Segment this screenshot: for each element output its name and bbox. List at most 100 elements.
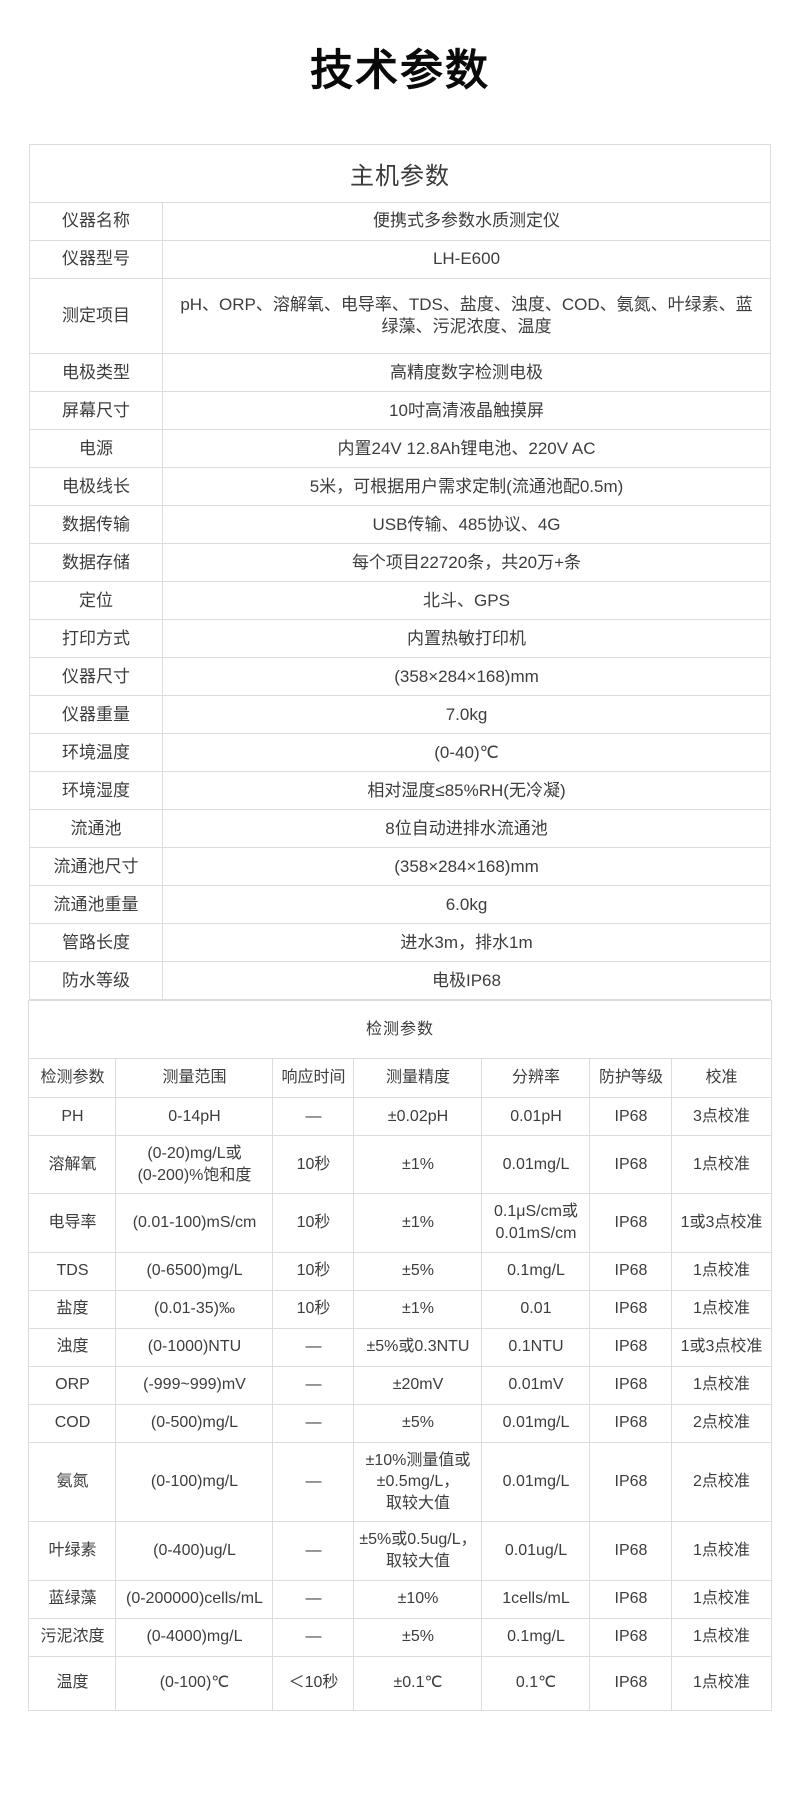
- detect-cell: 1点校准: [671, 1135, 772, 1195]
- detect-cell: 3点校准: [671, 1097, 772, 1137]
- detect-cell: ±5%或0.3NTU: [353, 1327, 483, 1367]
- host-param-value: 6.0kg: [162, 885, 771, 925]
- host-param-label: 电极线长: [29, 467, 163, 507]
- detect-cell: —: [272, 1327, 355, 1367]
- detect-cell: IP68: [589, 1289, 673, 1329]
- detect-cell: 0.1mg/L: [481, 1251, 591, 1291]
- host-param-label: 仪器名称: [29, 202, 163, 241]
- detect-cell: (-999~999)mV: [115, 1365, 274, 1405]
- detect-cell: 0-14pH: [115, 1097, 274, 1137]
- detect-cell: ±0.1℃: [353, 1655, 483, 1711]
- detect-cell: —: [272, 1365, 355, 1405]
- host-param-value: 每个项目22720条，共20万+条: [162, 543, 771, 583]
- detect-column-header: 测量精度: [353, 1058, 483, 1099]
- detect-cell: (0-20)mg/L或 (0-200)%饱和度: [115, 1135, 274, 1195]
- host-param-value: (358×284×168)mm: [162, 657, 771, 697]
- detect-table-row: 叶绿素 (0-400)ug/L — ±5%或0.5ug/L， 取较大值 0.01ug/L…: [28, 1521, 772, 1581]
- detect-cell: IP68: [589, 1193, 673, 1253]
- host-param-value: (358×284×168)mm: [162, 847, 771, 887]
- detect-cell: 0.01mg/L: [481, 1135, 591, 1195]
- host-table-title: 主机参数: [29, 144, 771, 203]
- detect-cell: (0-100)℃: [115, 1655, 274, 1711]
- detect-cell: —: [272, 1403, 355, 1443]
- host-param-value: 内置24V 12.8Ah锂电池、220V AC: [162, 429, 771, 469]
- detect-cell: (0-200000)cells/mL: [115, 1579, 274, 1619]
- detect-cell: IP68: [589, 1135, 673, 1195]
- detect-param-name: 电导率: [28, 1193, 117, 1253]
- detect-column-header: 防护等级: [589, 1058, 673, 1099]
- host-param-value: 电极IP68: [162, 961, 771, 1001]
- detect-cell: IP68: [589, 1327, 673, 1367]
- detect-cell: 0.01pH: [481, 1097, 591, 1137]
- detect-table-row: 电导率 (0.01-100)mS/cm 10秒 ±1% 0.1μS/cm或 0.01mS…: [28, 1193, 772, 1253]
- detect-table-row: 氨氮 (0-100)mg/L — ±10%测量值或 ±0.5mg/L， 取较大值 0.0…: [28, 1441, 772, 1523]
- host-table-row: 流通池 8位自动进排水流通池: [29, 809, 771, 849]
- detect-cell: 1点校准: [671, 1617, 772, 1657]
- host-param-label: 测定项目: [29, 277, 163, 355]
- detect-cell: 0.01mV: [481, 1365, 591, 1405]
- detect-table-row: PH 0-14pH — ±0.02pH 0.01pH IP68 3点校准: [28, 1097, 772, 1137]
- detect-cell: IP68: [589, 1579, 673, 1619]
- detect-cell: ±20mV: [353, 1365, 483, 1405]
- detect-cell: IP68: [589, 1251, 673, 1291]
- host-table-row: 环境温度 (0-40)℃: [29, 733, 771, 773]
- host-param-label: 屏幕尺寸: [29, 391, 163, 431]
- host-param-value: 相对湿度≤85%RH(无冷凝): [162, 771, 771, 811]
- detect-cell: 2点校准: [671, 1403, 772, 1443]
- host-param-label: 环境温度: [29, 733, 163, 773]
- host-table-row: 数据存储 每个项目22720条，共20万+条: [29, 543, 771, 583]
- host-table-row: 仪器名称 便携式多参数水质测定仪: [29, 202, 771, 241]
- detect-column-header: 测量范围: [115, 1058, 274, 1099]
- detect-cell: 0.01ug/L: [481, 1521, 591, 1581]
- detect-cell: ±1%: [353, 1135, 483, 1195]
- host-table-row: 环境湿度 相对湿度≤85%RH(无冷凝): [29, 771, 771, 811]
- host-param-label: 环境湿度: [29, 771, 163, 811]
- detect-cell: (0-1000)NTU: [115, 1327, 274, 1367]
- host-table-row: 数据传输 USB传输、485协议、4G: [29, 505, 771, 545]
- host-param-value: 便携式多参数水质测定仪: [162, 202, 771, 241]
- detect-table-row: 温度 (0-100)℃ ＜10秒 ±0.1℃ 0.1℃ IP68 1点校准: [28, 1655, 772, 1711]
- detect-table-row: ORP (-999~999)mV — ±20mV 0.01mV IP68 1点校准: [28, 1365, 772, 1405]
- detect-cell: 0.01mg/L: [481, 1441, 591, 1523]
- detect-column-header: 分辨率: [481, 1058, 591, 1099]
- host-table-row: 流通池尺寸 (358×284×168)mm: [29, 847, 771, 887]
- detect-cell: IP68: [589, 1365, 673, 1405]
- detect-cell: —: [272, 1617, 355, 1657]
- host-param-value: USB传输、485协议、4G: [162, 505, 771, 545]
- detect-param-name: PH: [28, 1097, 117, 1137]
- host-table-row: 仪器尺寸 (358×284×168)mm: [29, 657, 771, 697]
- detect-cell: (0-4000)mg/L: [115, 1617, 274, 1657]
- host-table-row: 流通池重量 6.0kg: [29, 885, 771, 925]
- detect-param-name: 叶绿素: [28, 1521, 117, 1581]
- detect-cell: 0.01: [481, 1289, 591, 1329]
- detect-cell: (0-400)ug/L: [115, 1521, 274, 1581]
- detect-table-row: TDS (0-6500)mg/L 10秒 ±5% 0.1mg/L IP68 1点校准: [28, 1251, 772, 1291]
- detect-cell: IP68: [589, 1441, 673, 1523]
- detect-cell: ±5%: [353, 1403, 483, 1443]
- detect-cell: 1点校准: [671, 1289, 772, 1329]
- detect-param-name: 溶解氧: [28, 1135, 117, 1195]
- host-table-row: 定位 北斗、GPS: [29, 581, 771, 621]
- host-param-value: 进水3m，排水1m: [162, 923, 771, 963]
- detect-cell: 1点校准: [671, 1521, 772, 1581]
- detect-cell: 1点校准: [671, 1579, 772, 1619]
- detect-cell: IP68: [589, 1403, 673, 1443]
- host-param-value: 7.0kg: [162, 695, 771, 735]
- detect-cell: 10秒: [272, 1193, 355, 1253]
- detect-cell: ±10%: [353, 1579, 483, 1619]
- detect-param-name: COD: [28, 1403, 117, 1443]
- host-table-row: 电极线长 5米，可根据用户需求定制(流通池配0.5m): [29, 467, 771, 507]
- host-param-label: 管路长度: [29, 923, 163, 963]
- host-param-label: 仪器尺寸: [29, 657, 163, 697]
- detect-column-header: 响应时间: [272, 1058, 355, 1099]
- detect-param-name: ORP: [28, 1365, 117, 1405]
- detect-param-name: 氨氮: [28, 1441, 117, 1523]
- detect-param-name: TDS: [28, 1251, 117, 1291]
- detect-cell: IP68: [589, 1521, 673, 1581]
- detect-table-header-row: 检测参数 测量范围 响应时间 测量精度 分辨率 防护等级 校准: [28, 1058, 772, 1099]
- detect-cell: 1或3点校准: [671, 1327, 772, 1367]
- detect-cell: 1点校准: [671, 1655, 772, 1711]
- page-title: 技术参数: [310, 47, 490, 95]
- host-table-row: 打印方式 内置热敏打印机: [29, 619, 771, 659]
- detect-cell: ＜10秒: [272, 1655, 355, 1711]
